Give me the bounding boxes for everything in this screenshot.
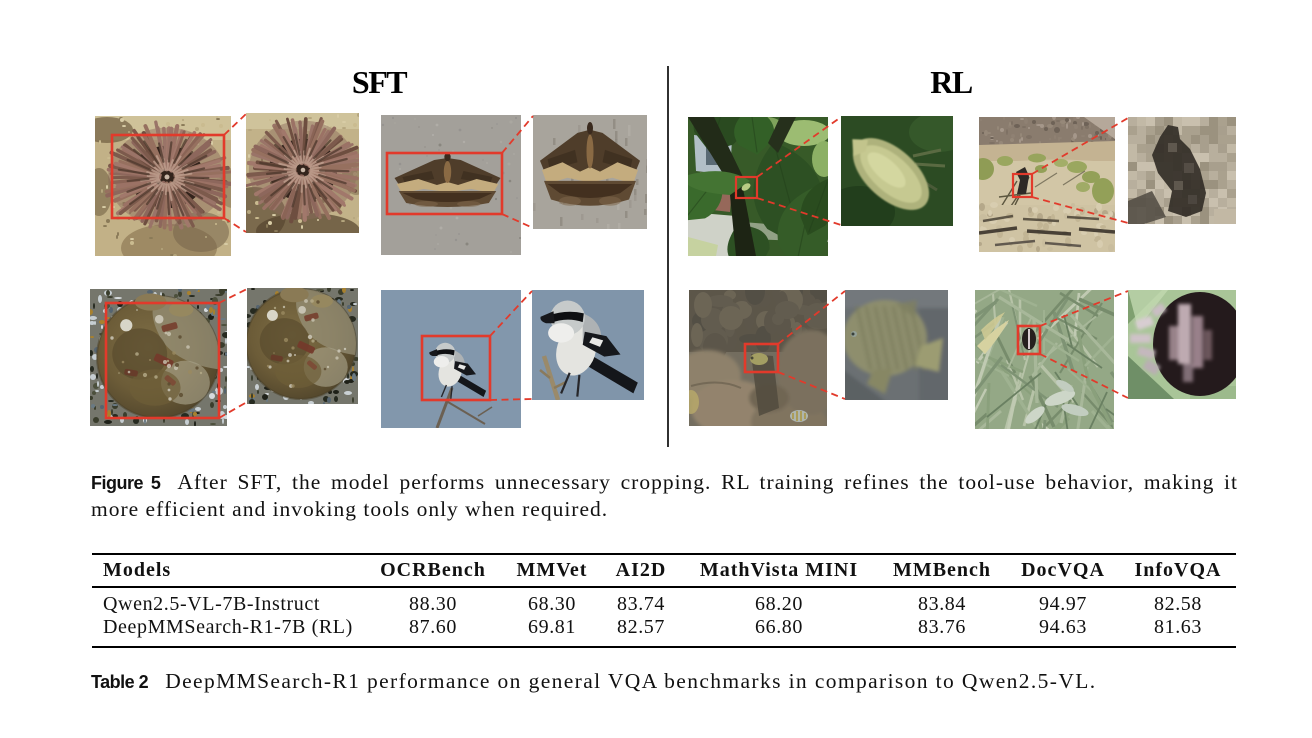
svg-text:RL: RL (930, 64, 972, 100)
svg-text:SFT: SFT (352, 64, 407, 100)
